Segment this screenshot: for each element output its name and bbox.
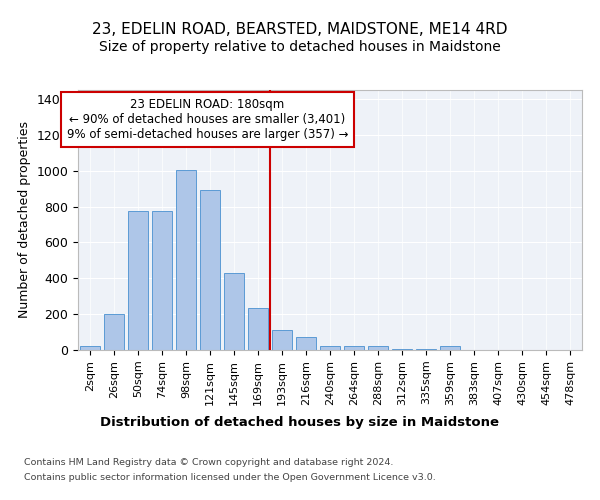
Bar: [104, 314, 124, 350]
Bar: [128, 211, 148, 350]
Bar: [368, 346, 388, 350]
Y-axis label: Number of detached properties: Number of detached properties: [18, 122, 31, 318]
Text: Size of property relative to detached houses in Maidstone: Size of property relative to detached ho…: [99, 40, 501, 54]
Bar: [176, 170, 196, 350]
Bar: [80, 346, 100, 350]
Bar: [200, 190, 220, 350]
Bar: [248, 308, 268, 350]
Text: 23 EDELIN ROAD: 180sqm
← 90% of detached houses are smaller (3,401)
9% of semi-d: 23 EDELIN ROAD: 180sqm ← 90% of detached…: [67, 98, 349, 140]
Bar: [296, 338, 316, 350]
Bar: [320, 346, 340, 350]
Bar: [440, 346, 460, 350]
Text: 23, EDELIN ROAD, BEARSTED, MAIDSTONE, ME14 4RD: 23, EDELIN ROAD, BEARSTED, MAIDSTONE, ME…: [92, 22, 508, 38]
Bar: [392, 348, 412, 350]
Text: Distribution of detached houses by size in Maidstone: Distribution of detached houses by size …: [101, 416, 499, 429]
Bar: [344, 346, 364, 350]
Text: Contains public sector information licensed under the Open Government Licence v3: Contains public sector information licen…: [24, 473, 436, 482]
Bar: [272, 330, 292, 350]
Bar: [224, 273, 244, 350]
Text: Contains HM Land Registry data © Crown copyright and database right 2024.: Contains HM Land Registry data © Crown c…: [24, 458, 394, 467]
Bar: [152, 211, 172, 350]
